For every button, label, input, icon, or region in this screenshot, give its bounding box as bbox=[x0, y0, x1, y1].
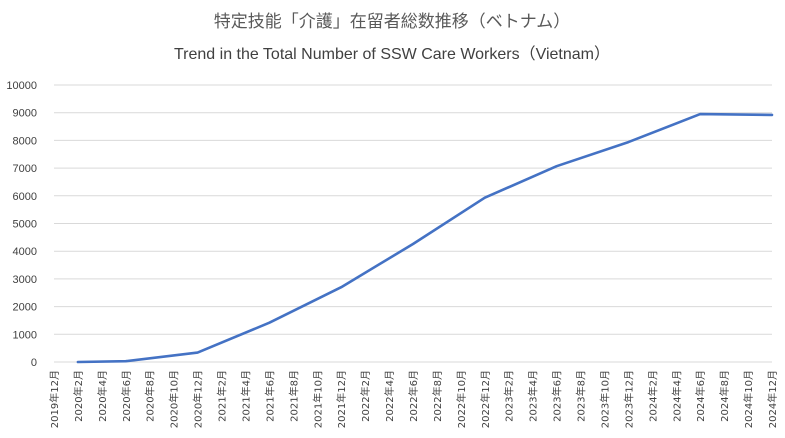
x-tick-label: 2021年4月 bbox=[239, 370, 252, 422]
x-tick-label: 2022年10月 bbox=[455, 370, 468, 428]
x-tick-label: 2024年4月 bbox=[670, 370, 683, 422]
x-tick-label: 2020年6月 bbox=[120, 370, 133, 422]
x-tick-label: 2023年6月 bbox=[551, 370, 564, 422]
y-tick-label: 6000 bbox=[13, 191, 37, 203]
x-tick-label: 2020年4月 bbox=[96, 370, 109, 422]
y-tick-label: 0 bbox=[31, 357, 37, 369]
x-tick-label: 2022年2月 bbox=[359, 370, 372, 422]
y-tick-label: 5000 bbox=[13, 219, 37, 231]
x-tick-label: 2024年2月 bbox=[646, 370, 659, 422]
x-tick-label: 2023年8月 bbox=[575, 370, 588, 422]
y-tick-label: 9000 bbox=[13, 108, 37, 120]
x-tick-label: 2022年8月 bbox=[431, 370, 444, 422]
y-tick-label: 2000 bbox=[13, 302, 37, 314]
y-tick-label: 7000 bbox=[13, 163, 37, 175]
x-tick-label: 2023年2月 bbox=[503, 370, 516, 422]
x-tick-label: 2024年8月 bbox=[718, 370, 731, 422]
x-tick-label: 2022年12月 bbox=[479, 370, 492, 428]
series-line bbox=[76, 112, 774, 364]
chart-subtitle: Trend in the Total Number of SSW Care Wo… bbox=[174, 45, 610, 63]
x-tick-label: 2021年8月 bbox=[287, 370, 300, 422]
x-tick-label: 2020年10月 bbox=[168, 370, 181, 428]
y-tick-label: 3000 bbox=[13, 274, 37, 286]
x-tick-label: 2021年2月 bbox=[216, 370, 229, 422]
gridlines bbox=[54, 84, 772, 363]
x-tick-label: 2024年6月 bbox=[694, 370, 707, 422]
x-tick-label: 2019年12月 bbox=[48, 370, 61, 428]
x-tick-label: 2022年6月 bbox=[407, 370, 420, 422]
x-tick-label: 2024年10月 bbox=[742, 370, 755, 428]
x-tick-label: 2023年12月 bbox=[622, 370, 635, 428]
series-lines bbox=[76, 112, 774, 364]
y-tick-label: 10000 bbox=[6, 80, 37, 92]
x-tick-label: 2020年2月 bbox=[72, 370, 85, 422]
x-tick-label: 2021年12月 bbox=[335, 370, 348, 428]
y-tick-label: 1000 bbox=[13, 329, 37, 341]
x-axis-tick-labels: 2019年12月 2020年2月 2020年4月 2020年6月 2020年8月 2020… bbox=[48, 370, 779, 428]
x-tick-label: 2022年4月 bbox=[383, 370, 396, 422]
x-tick-label: 2020年12月 bbox=[192, 370, 205, 428]
x-tick-label: 2021年10月 bbox=[311, 370, 324, 428]
x-tick-label: 2020年8月 bbox=[144, 370, 157, 422]
y-axis-tick-labels: 0 1000 2000 3000 4000 5000 6000 7000 8000 9000 100… bbox=[6, 80, 37, 369]
x-tick-label: 2021年6月 bbox=[263, 370, 276, 422]
y-tick-label: 4000 bbox=[13, 246, 37, 258]
chart-title: 特定技能「介護」在留者総数推移（ベトナム） bbox=[214, 12, 571, 32]
x-tick-label: 2023年4月 bbox=[527, 370, 540, 422]
y-tick-label: 8000 bbox=[13, 135, 37, 147]
x-tick-label: 2024年12月 bbox=[766, 370, 779, 428]
x-tick-label: 2023年10月 bbox=[598, 370, 611, 428]
